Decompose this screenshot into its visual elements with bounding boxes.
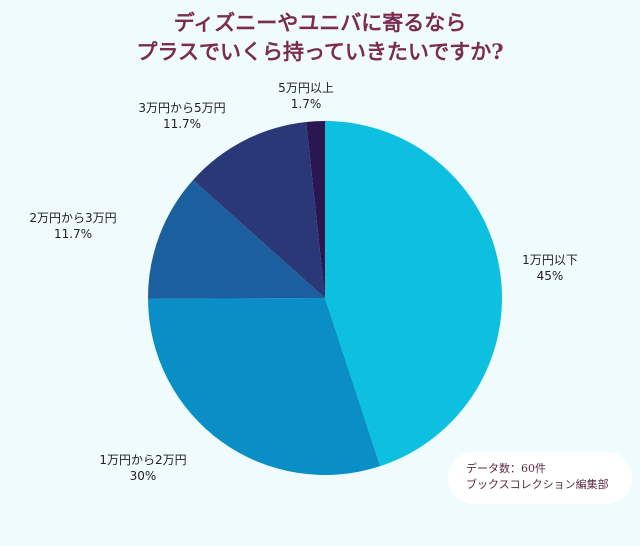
sample-size: データ数：60件 — [466, 462, 546, 475]
chart-title: ディズニーやユニバに寄るなら プラスでいくら持っていきたいですか? — [0, 8, 640, 66]
pie-slice-1 — [148, 298, 381, 475]
pie-slice-2 — [148, 180, 325, 299]
source: ブックスコレクション編集部 — [466, 478, 609, 491]
data-source-note: データ数：60件 ブックスコレクション編集部 — [448, 452, 632, 504]
pie-slice-3 — [193, 122, 325, 298]
slice-label-1: 1万円から2万円 30% — [99, 453, 187, 483]
pie-slice-0 — [325, 121, 502, 467]
title-line-2: プラスでいくら持っていきたいですか? — [136, 39, 504, 64]
slice-label-2: 2万円から3万円 11.7% — [29, 211, 117, 241]
slice-label-0: 1万円以下 45% — [522, 253, 578, 283]
pie-slice-4 — [306, 121, 325, 298]
title-line-1: ディズニーやユニバに寄るなら — [173, 10, 467, 35]
slice-label-4: 5万円以上 1.7% — [278, 81, 334, 111]
slice-label-3: 3万円から5万円 11.7% — [138, 101, 226, 131]
